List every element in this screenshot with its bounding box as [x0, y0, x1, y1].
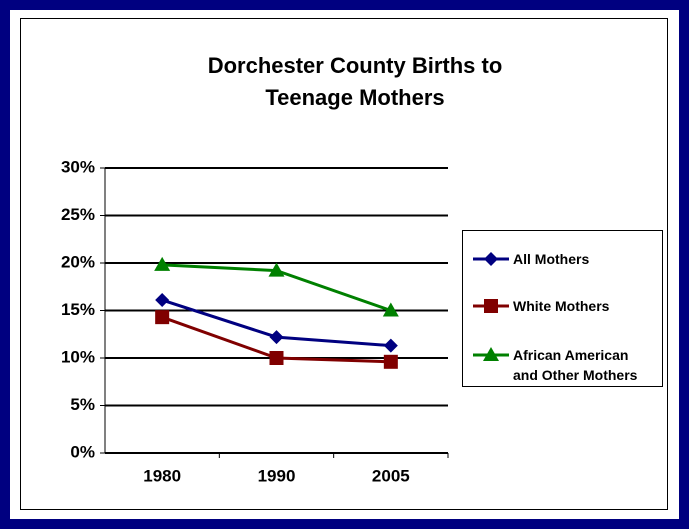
marker	[383, 354, 398, 369]
marker	[268, 262, 285, 277]
y-tick-label: 10%	[61, 347, 95, 366]
marker	[383, 338, 398, 353]
y-tick-label: 25%	[61, 205, 95, 224]
x-tick-label: 1980	[143, 466, 181, 485]
marker	[269, 351, 284, 365]
y-tick-label: 30%	[61, 157, 95, 176]
marker	[483, 347, 499, 361]
marker	[484, 299, 498, 313]
legend-entry: All Mothers	[469, 249, 655, 269]
chart: 0% 5% 10% 15% 20% 25% 30% 1980 1990 2005	[61, 157, 449, 485]
y-tick-label: 0%	[70, 442, 95, 461]
y-tick-label: 5%	[70, 395, 95, 414]
y-tick-label: 20%	[61, 252, 95, 271]
marker	[269, 330, 284, 345]
legend: All Mothers White Mothers African American…	[462, 230, 663, 387]
legend-entry: White Mothers	[469, 296, 655, 316]
legend-label: African American and Other Mothers	[513, 347, 638, 383]
x-tick-label: 1990	[258, 466, 296, 485]
y-tick-label: 15%	[61, 300, 95, 319]
marker	[154, 256, 171, 271]
legend-label: White Mothers	[513, 298, 610, 314]
x-tick-label: 2005	[372, 466, 410, 485]
legend-label: All Mothers	[513, 251, 590, 267]
legend-swatch	[473, 299, 509, 313]
marker	[382, 302, 399, 317]
marker	[484, 252, 498, 266]
chart-area	[20, 18, 668, 510]
chart-title: Dorchester County Births to Teenage Moth…	[207, 53, 503, 110]
legend-entry: African American and Other Mothers	[469, 345, 655, 385]
marker	[155, 293, 170, 308]
legend-swatch	[473, 347, 509, 361]
legend-swatch	[473, 252, 509, 266]
marker	[155, 310, 170, 325]
